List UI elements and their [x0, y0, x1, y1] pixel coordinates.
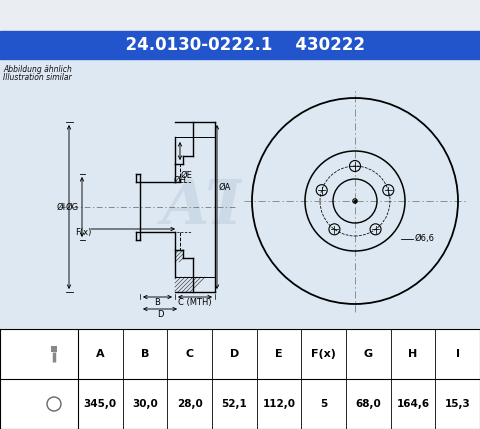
Text: 28,0: 28,0 [177, 399, 203, 409]
Text: ØG: ØG [66, 202, 79, 211]
Text: Ø6,6: Ø6,6 [415, 235, 435, 244]
Bar [0, 0, 480, 31]
Text: 30,0: 30,0 [132, 399, 158, 409]
Text: H: H [408, 349, 418, 359]
Text: G: G [364, 349, 373, 359]
Text: D: D [157, 310, 163, 319]
Text: 24.0130-0222.1    430222: 24.0130-0222.1 430222 [115, 36, 365, 54]
Text: F(x): F(x) [75, 227, 91, 236]
Bar [242, 88, 468, 314]
Text: B: B [141, 349, 149, 359]
Text: C: C [186, 349, 194, 359]
Text: I: I [456, 349, 460, 359]
Text: ØI: ØI [57, 202, 66, 211]
Text: Illustration similar: Illustration similar [3, 73, 72, 82]
Text: 345,0: 345,0 [84, 399, 117, 409]
Text: Abbildung ähnlich: Abbildung ähnlich [3, 65, 72, 74]
Text: 68,0: 68,0 [356, 399, 381, 409]
Bar [51, 346, 57, 352]
Bar [0, 31, 480, 59]
Text: 112,0: 112,0 [263, 399, 296, 409]
Text: 52,1: 52,1 [221, 399, 247, 409]
Text: ØH: ØH [173, 176, 187, 185]
Text: E: E [275, 349, 283, 359]
Text: D: D [230, 349, 239, 359]
Text: C (MTH): C (MTH) [178, 298, 212, 307]
Text: 164,6: 164,6 [396, 399, 430, 409]
Text: 15,3: 15,3 [445, 399, 470, 409]
Text: F(x): F(x) [311, 349, 336, 359]
Text: ØE: ØE [181, 171, 193, 180]
Text: ØA: ØA [219, 183, 231, 192]
Bar [0, 329, 480, 429]
Text: B: B [155, 298, 160, 307]
Text: ATE: ATE [162, 177, 298, 237]
Text: A: A [96, 349, 105, 359]
Bar [0, 59, 480, 329]
Text: 5: 5 [320, 399, 327, 409]
